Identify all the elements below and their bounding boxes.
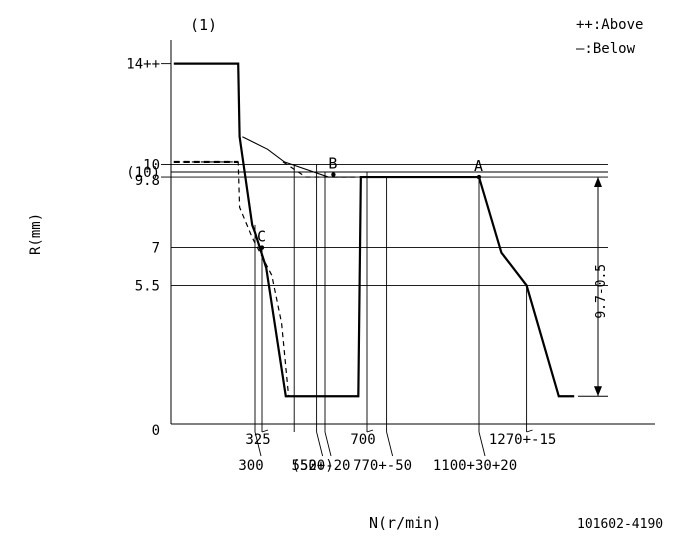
y-tick-label: 7: [152, 241, 160, 257]
y-tick-labels: 14++ 10(10)9.8 7 5.5 0: [126, 57, 171, 439]
x-tick-leader: [386, 431, 394, 457]
series-layer: [173, 62, 575, 398]
x-tick-label: 325: [245, 432, 270, 448]
y-tick-label: 0: [152, 423, 160, 439]
legend-above: ++:Above: [576, 17, 643, 33]
guide-lines: [171, 163, 608, 432]
axes: [170, 40, 655, 425]
dimension-marker: 9.7-0.5: [578, 177, 609, 397]
point-label-B: B: [328, 155, 337, 173]
x-tick-leader: [526, 429, 533, 433]
y-tick-label: 14++: [126, 57, 160, 73]
x-tick-label: 1100+30+20: [433, 458, 517, 474]
x-tick-leader: [254, 431, 262, 457]
x-tick-label: 700: [350, 432, 375, 448]
x-tick-label: (520): [292, 458, 334, 474]
dimension-label: 9.7-0.5: [594, 264, 609, 319]
legend-below: —:Below: [576, 41, 636, 57]
x-tick-leader: [261, 429, 269, 433]
point-label-C: C: [257, 228, 266, 246]
part-code: 101602-4190: [577, 517, 663, 532]
x-tick-label: 550+-20: [291, 458, 350, 474]
y-tick-label: (10): [126, 165, 160, 181]
x-tick-label: 300: [238, 458, 263, 474]
point-marker: [259, 245, 265, 250]
x-tick-label: 1270+-15: [489, 432, 556, 448]
point-label-A: A: [474, 157, 483, 175]
dimension-arrow-top: [594, 177, 602, 188]
dimension-arrow-bottom: [594, 386, 602, 397]
x-tick-leader: [324, 431, 332, 457]
x-tick-label: 770+-50: [353, 458, 412, 474]
chart-title: (1): [190, 16, 217, 34]
point-marker: [331, 172, 336, 177]
x-tick-leader: [478, 431, 486, 457]
x-tick-leader: [316, 431, 324, 457]
y-tick-label: 5.5: [135, 278, 160, 294]
series-line-3: [173, 161, 309, 397]
point-marker: [476, 174, 482, 180]
series-line-2: [242, 136, 355, 178]
x-tick-leader: [366, 429, 374, 433]
y-tick-label: 10: [143, 157, 160, 173]
series-line-1: [173, 62, 575, 398]
series-line-4: [282, 161, 361, 178]
y-tick-label: 9.8: [135, 173, 160, 189]
y-axis-label: R(mm): [28, 213, 44, 255]
point-markers: A B C: [257, 155, 483, 250]
x-axis-label: N(r/min): [369, 514, 441, 532]
